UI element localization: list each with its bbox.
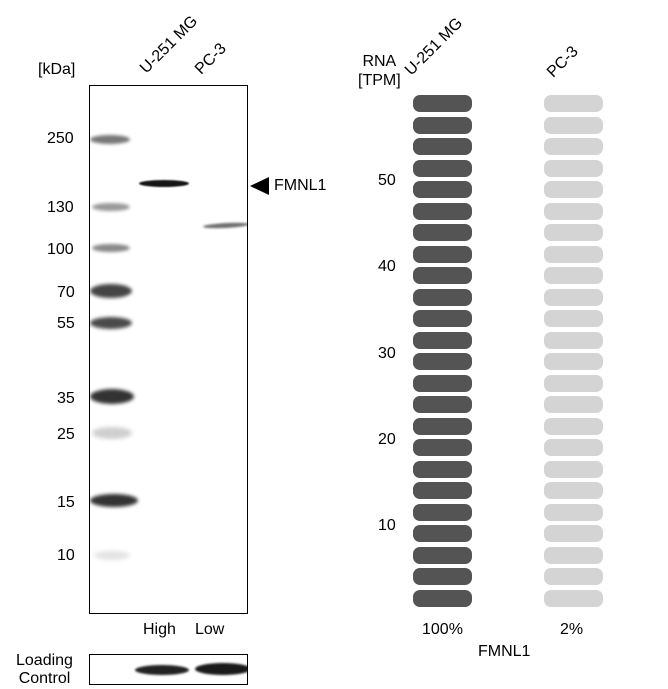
lane-label-pc3: PC-3 — [191, 40, 230, 78]
ladder-band-70 — [90, 284, 132, 298]
rna-pill-pc3 — [544, 439, 603, 456]
ladder-band-15 — [90, 494, 138, 507]
rna-pill-u251mg — [413, 202, 472, 220]
kda-unit-label: [kDa] — [38, 61, 76, 78]
rna-pill-pc3 — [544, 396, 603, 413]
rna-pill-u251mg — [413, 331, 472, 349]
marker-label-130: 130 — [47, 199, 74, 216]
rna-tick-50: 50 — [378, 172, 396, 189]
rna-pill-pc3 — [544, 460, 603, 478]
rna-tick-10: 10 — [378, 517, 396, 534]
faint-band-pc3 — [202, 221, 247, 230]
loading-control-label: Loading Control — [16, 652, 73, 687]
rna-pill-u251mg — [413, 267, 472, 284]
rna-pill-u251mg — [413, 589, 472, 607]
rna-pill-u251mg — [413, 482, 472, 499]
rna-pill-pc3 — [544, 202, 603, 220]
rna-pill-u251mg — [413, 116, 472, 134]
rna-percent-pc3: 2% — [560, 621, 584, 638]
rna-pill-u251mg — [413, 95, 472, 112]
rna-pill-pc3 — [544, 138, 603, 155]
rna-pill-u251mg — [413, 310, 472, 327]
rna-bar-u251mg — [413, 0, 472, 689]
expression-label-low: Low — [195, 621, 225, 638]
rna-pill-pc3 — [544, 374, 603, 392]
rna-gene-label: FMNL1 — [478, 643, 531, 660]
rna-pill-pc3 — [544, 181, 603, 198]
ladder-band-25 — [92, 427, 132, 439]
rna-pill-pc3 — [544, 159, 603, 177]
marker-label-55: 55 — [57, 315, 75, 332]
rna-pill-pc3 — [544, 417, 603, 435]
rna-pill-u251mg — [413, 439, 472, 456]
rna-pill-u251mg — [413, 525, 472, 542]
rna-pill-pc3 — [544, 589, 603, 607]
rna-pill-u251mg — [413, 245, 472, 263]
rna-pill-u251mg — [413, 374, 472, 392]
blot-membrane — [89, 85, 248, 614]
lane-label-u251mg: U-251 MG — [136, 12, 202, 78]
rna-tick-30: 30 — [378, 345, 396, 362]
marker-label-100: 100 — [47, 241, 74, 258]
rna-pill-u251mg — [413, 546, 472, 564]
rna-pill-pc3 — [544, 482, 603, 499]
marker-label-25: 25 — [57, 426, 75, 443]
ladder-band-130 — [92, 203, 130, 211]
rna-pill-u251mg — [413, 159, 472, 177]
loading-band-u251mg — [135, 665, 189, 675]
rna-pill-pc3 — [544, 224, 603, 241]
rna-pill-u251mg — [413, 460, 472, 478]
rna-pill-pc3 — [544, 116, 603, 134]
rna-pill-u251mg — [413, 138, 472, 155]
rna-axis-title: RNA [TPM] — [358, 53, 401, 89]
ladder-band-55 — [90, 317, 132, 329]
rna-pill-pc3 — [544, 353, 603, 370]
rna-pill-u251mg — [413, 568, 472, 585]
expression-label-high: High — [143, 621, 176, 638]
ladder-band-250 — [90, 135, 130, 144]
rna-pill-pc3 — [544, 288, 603, 306]
ladder-band-35 — [90, 389, 134, 404]
rna-pill-u251mg — [413, 181, 472, 198]
marker-label-70: 70 — [57, 284, 75, 301]
rna-tick-20: 20 — [378, 431, 396, 448]
rna-pill-pc3 — [544, 331, 603, 349]
rna-bar-pc3 — [544, 0, 603, 689]
loading-control-membrane — [89, 654, 248, 685]
rna-percent-u251mg: 100% — [422, 621, 463, 638]
rna-pill-u251mg — [413, 396, 472, 413]
target-arrow-icon — [250, 177, 269, 195]
rna-pill-u251mg — [413, 224, 472, 241]
ladder-band-100 — [92, 244, 130, 252]
rna-pill-pc3 — [544, 245, 603, 263]
marker-label-10: 10 — [57, 547, 75, 564]
ladder-band-10 — [94, 551, 130, 560]
rna-tick-40: 40 — [378, 258, 396, 275]
rna-pill-pc3 — [544, 546, 603, 564]
target-protein-label: FMNL1 — [274, 177, 327, 194]
rna-pill-pc3 — [544, 568, 603, 585]
rna-pill-pc3 — [544, 267, 603, 284]
marker-label-250: 250 — [47, 130, 74, 147]
marker-label-15: 15 — [57, 494, 75, 511]
rna-pill-u251mg — [413, 503, 472, 521]
rna-pill-u251mg — [413, 417, 472, 435]
rna-pill-pc3 — [544, 525, 603, 542]
rna-pill-u251mg — [413, 288, 472, 306]
rna-pill-pc3 — [544, 503, 603, 521]
marker-label-35: 35 — [57, 390, 75, 407]
loading-band-pc3 — [195, 663, 247, 675]
rna-pill-u251mg — [413, 353, 472, 370]
rna-pill-pc3 — [544, 310, 603, 327]
fmnl1-band-u251mg — [139, 180, 189, 187]
rna-pill-pc3 — [544, 95, 603, 112]
